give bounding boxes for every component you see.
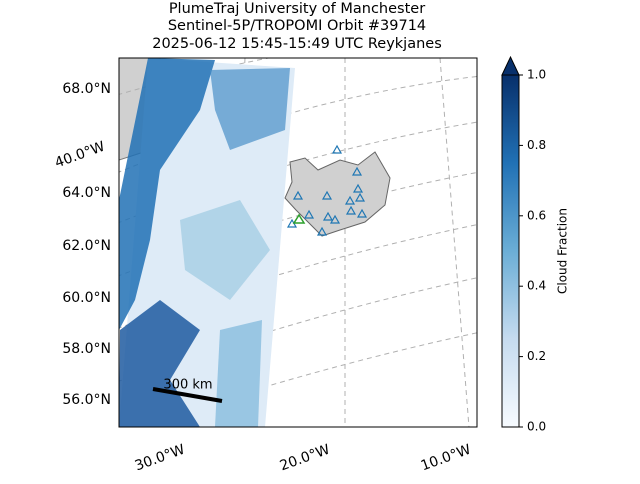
colorbar-tick-label: 1.0 xyxy=(527,68,546,82)
colorbar-label: Cloud Fraction xyxy=(556,208,570,294)
title-line: PlumeTraj University of Manchester xyxy=(169,1,425,17)
lat-label: 60.0°N xyxy=(62,290,111,306)
colorbar-tick-label: 0.6 xyxy=(527,208,546,222)
lon-label: 30.0°W xyxy=(133,442,187,475)
colorbar-gradient xyxy=(501,74,520,428)
map-area: 300 km xyxy=(119,58,477,427)
lat-label: 56.0°N xyxy=(62,392,111,408)
title-line: 2025-06-12 15:45-15:49 UTC Reykjanes xyxy=(152,36,442,52)
title-line: Sentinel-5P/TROPOMI Orbit #39714 xyxy=(168,18,426,34)
colorbar-extend xyxy=(501,55,520,76)
volcanoes xyxy=(286,144,368,236)
target-volcano xyxy=(292,213,306,224)
map-frame xyxy=(118,57,478,428)
colorbar-tick-label: 0.0 xyxy=(527,420,546,434)
cloud xyxy=(215,320,262,427)
cloud xyxy=(119,300,200,427)
lon-label: 40.0°W xyxy=(53,139,107,172)
scale-bar xyxy=(152,387,223,403)
scale-bar-label: 300 km xyxy=(163,378,212,393)
cloud xyxy=(119,58,215,330)
lat-label: 64.0°N xyxy=(62,185,111,201)
colorbar-tick-label: 0.4 xyxy=(527,279,546,293)
colorbar-tick-label: 0.8 xyxy=(527,138,546,152)
lat-label: 58.0°N xyxy=(62,341,111,357)
colorbar-tick-label: 0.2 xyxy=(527,349,546,363)
lat-label: 62.0°N xyxy=(62,238,111,254)
cloud xyxy=(210,68,290,150)
lon-label: 20.0°W xyxy=(278,442,332,475)
cloud xyxy=(180,200,270,300)
lon-label: 10.0°W xyxy=(419,442,473,475)
colorbar: Cloud Fraction 0.0 0.2 0.4 0.6 0.8 1.0 xyxy=(501,55,570,434)
lat-label: 68.0°N xyxy=(62,81,111,97)
